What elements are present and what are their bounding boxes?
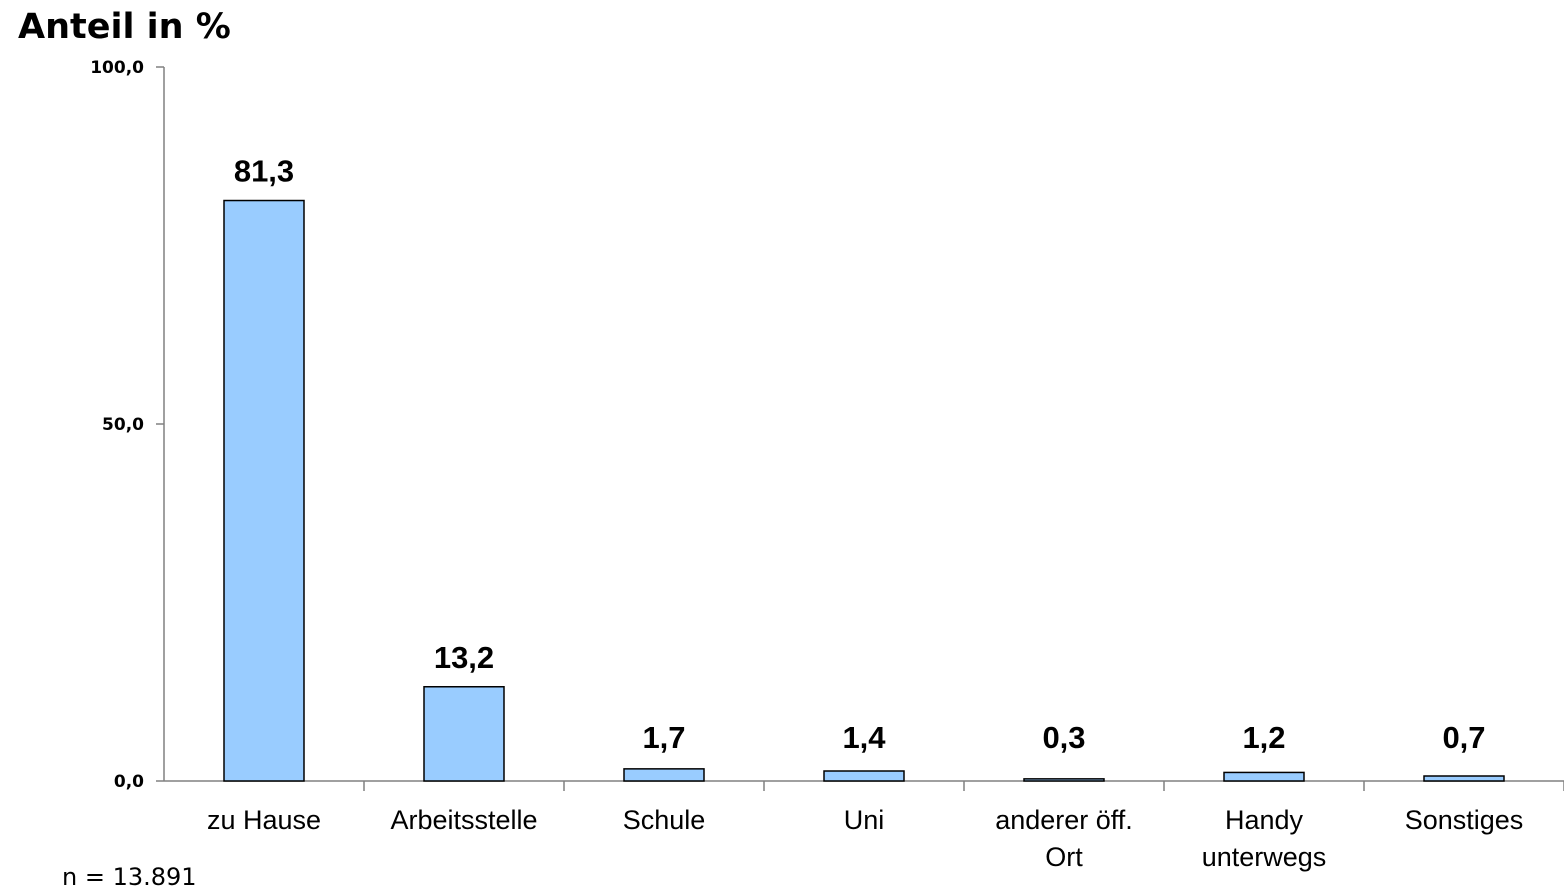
category-label: Ort [1045,842,1083,872]
y-tick-label: 0,0 [114,772,144,792]
category-label: Sonstiges [1405,805,1524,835]
bar [623,768,705,782]
data-label: 1,4 [842,720,886,755]
data-label: 1,7 [642,720,685,755]
chart-bars [223,199,1505,782]
category-label: Handy [1225,805,1304,835]
data-label: 0,7 [1442,720,1485,755]
category-label: Schule [623,805,706,835]
category-label: unterwegs [1202,842,1327,872]
category-label: Uni [844,805,885,835]
data-label: 13,2 [434,640,494,675]
bar [423,686,505,782]
chart-axes: 0,0 50,0 100,0 [90,58,1564,792]
bar [823,770,905,782]
data-label: 81,3 [234,154,294,189]
bar [1423,775,1505,782]
y-tick-label: 50,0 [102,415,144,435]
data-label: 0,3 [1042,720,1085,755]
bar [1223,771,1305,782]
category-label: Arbeitsstelle [390,805,537,835]
category-label: anderer öff. [995,805,1133,835]
sample-size-note: n = 13.891 [62,863,197,891]
y-tick-label: 100,0 [90,58,144,78]
bar [1023,778,1105,782]
category-label: zu Hause [207,805,321,835]
chart-labels: 81,3 zu Hause 13,2 Arbeitsstelle 1,7 Schule 1,… [207,154,1523,872]
chart-title: Anteil in % [18,7,231,47]
bar [223,199,305,782]
data-label: 1,2 [1242,720,1285,755]
